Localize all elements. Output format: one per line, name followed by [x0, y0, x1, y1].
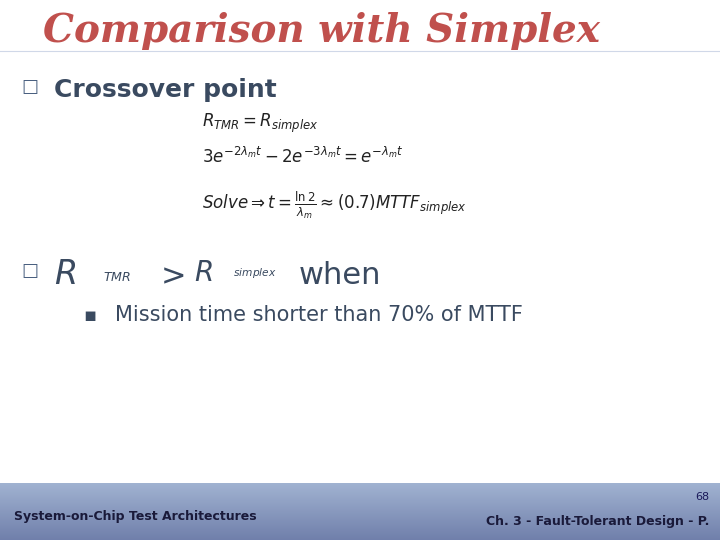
Text: 68: 68: [695, 492, 709, 503]
Text: Comparison with Simplex: Comparison with Simplex: [43, 12, 600, 50]
Text: $3e^{-2\lambda_m t} - 2e^{-3\lambda_m t} = e^{-\lambda_m t}$: $3e^{-2\lambda_m t} - 2e^{-3\lambda_m t}…: [202, 146, 403, 167]
Text: when: when: [299, 261, 382, 291]
Text: $_{TMR}$: $_{TMR}$: [103, 266, 131, 285]
Text: □: □: [22, 78, 39, 96]
Text: $_{simplex}$: $_{simplex}$: [233, 266, 276, 281]
Text: $>$: $>$: [155, 261, 185, 291]
Text: Crossover point: Crossover point: [54, 78, 276, 102]
Text: System-on-Chip Test Architectures: System-on-Chip Test Architectures: [14, 510, 257, 523]
Text: $Solve \Rightarrow  t = \frac{\ln 2}{\lambda_m} \approx (0.7)MTTF_{simplex}$: $Solve \Rightarrow t = \frac{\ln 2}{\lam…: [202, 190, 467, 221]
Text: Mission time shorter than 70% of MTTF: Mission time shorter than 70% of MTTF: [115, 305, 523, 325]
Text: Ch. 3 - Fault-Tolerant Design - P.: Ch. 3 - Fault-Tolerant Design - P.: [486, 515, 709, 528]
Text: □: □: [22, 262, 39, 280]
Text: $R$: $R$: [54, 259, 76, 291]
Text: $R_{TMR} = R_{simplex}$: $R_{TMR} = R_{simplex}$: [202, 112, 318, 135]
Text: ▪: ▪: [83, 306, 96, 325]
Text: $R$: $R$: [194, 260, 213, 287]
